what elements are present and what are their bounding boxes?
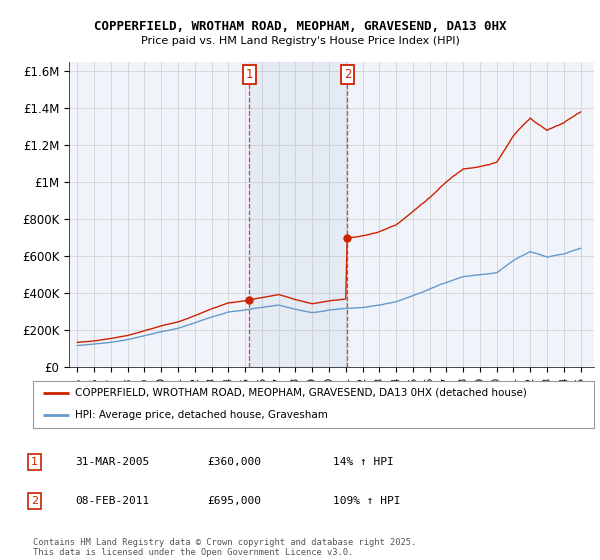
Text: 31-MAR-2005: 31-MAR-2005	[75, 457, 149, 467]
Text: 2: 2	[344, 68, 351, 81]
Text: Contains HM Land Registry data © Crown copyright and database right 2025.
This d: Contains HM Land Registry data © Crown c…	[33, 538, 416, 557]
Text: 1: 1	[245, 68, 253, 81]
Text: £360,000: £360,000	[207, 457, 261, 467]
Text: 1: 1	[31, 457, 38, 467]
Text: COPPERFIELD, WROTHAM ROAD, MEOPHAM, GRAVESEND, DA13 0HX: COPPERFIELD, WROTHAM ROAD, MEOPHAM, GRAV…	[94, 20, 506, 32]
Text: 14% ↑ HPI: 14% ↑ HPI	[333, 457, 394, 467]
Text: 2: 2	[31, 496, 38, 506]
Text: £695,000: £695,000	[207, 496, 261, 506]
Text: COPPERFIELD, WROTHAM ROAD, MEOPHAM, GRAVESEND, DA13 0HX (detached house): COPPERFIELD, WROTHAM ROAD, MEOPHAM, GRAV…	[75, 388, 527, 398]
Bar	[250, 62, 347, 367]
Text: HPI: Average price, detached house, Gravesham: HPI: Average price, detached house, Grav…	[75, 410, 328, 420]
Text: 08-FEB-2011: 08-FEB-2011	[75, 496, 149, 506]
Text: Price paid vs. HM Land Registry's House Price Index (HPI): Price paid vs. HM Land Registry's House …	[140, 36, 460, 46]
Text: 109% ↑ HPI: 109% ↑ HPI	[333, 496, 401, 506]
